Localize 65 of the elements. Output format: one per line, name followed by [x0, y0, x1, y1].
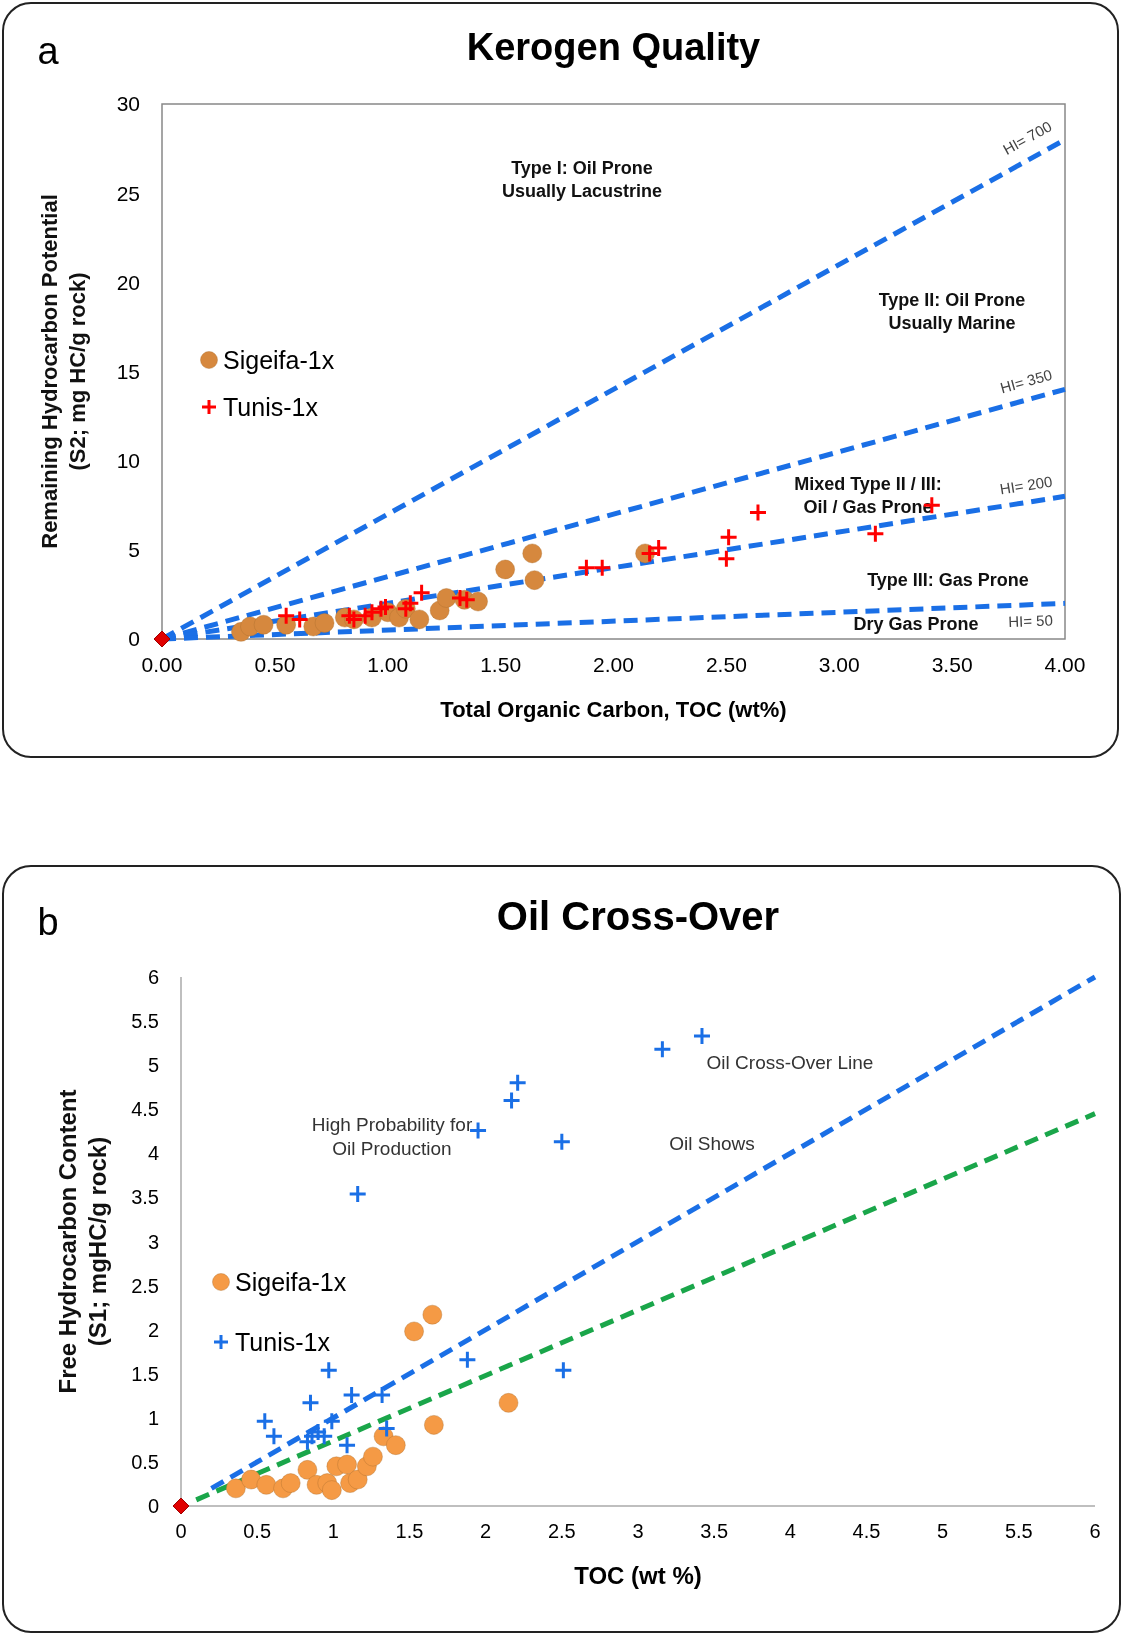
legend-label: Sigeifa-1x — [235, 1268, 347, 1296]
annotation: Type I: Oil Prone Usually Lacustrine — [501, 158, 663, 201]
y-axis-title: Free Hydrocarbon Content (S1; mgHC/g rock) — [54, 1089, 111, 1394]
chart-title: Oil Cross-Over — [496, 894, 780, 938]
x-tick-label: 0.00 — [141, 653, 183, 676]
x-tick-label: 4.00 — [1044, 653, 1086, 676]
y-tick-label: 6 — [147, 966, 159, 988]
text: HI= 350 — [998, 365, 1054, 397]
text: b — [37, 901, 59, 943]
y-axis-title: Remaining Hydrocarbon Potential (S2; mg HC/g rock) — [37, 194, 90, 549]
x-tick-label: 1.00 — [367, 653, 409, 676]
y-tick-label: 5 — [128, 538, 140, 562]
y-tick-label: 4.5 — [131, 1098, 159, 1121]
x-tick-label: 0.5 — [243, 1520, 272, 1542]
text: HI= 700 — [999, 117, 1055, 158]
y-tick-label: 20 — [116, 270, 140, 294]
legend-label: Tunis-1x — [235, 1328, 331, 1356]
y-tick-label: 2 — [147, 1318, 159, 1341]
x-tick-label: 4.5 — [852, 1520, 881, 1542]
annotation: Oil Cross-Over Line — [706, 1052, 874, 1073]
y-tick-label: 25 — [116, 181, 140, 205]
y-tick-label: 0.5 — [131, 1450, 159, 1473]
x-tick-label: 2.50 — [705, 653, 747, 676]
y-tick-label: 3 — [147, 1230, 159, 1253]
x-tick-label: 2.00 — [593, 653, 634, 676]
chart-title: Kerogen Quality — [466, 26, 761, 68]
y-tick-label: 2.5 — [131, 1274, 159, 1297]
y-tick-label: 0 — [128, 627, 140, 651]
series-label: HI= 50 — [1007, 611, 1054, 631]
legend-label: Tunis-1x — [223, 393, 319, 421]
y-tick-label: 1 — [147, 1406, 159, 1429]
x-tick-label: 0.50 — [254, 653, 296, 676]
x-tick-label: 6 — [1089, 1520, 1101, 1542]
y-tick-label: 4 — [147, 1142, 159, 1165]
x-axis-title: TOC (wt %) — [574, 1562, 702, 1589]
text: HI= 200 — [998, 472, 1054, 498]
y-tick-label: 0 — [147, 1495, 159, 1517]
x-tick-label: 3.50 — [931, 653, 973, 676]
x-tick-label: 0 — [175, 1520, 187, 1542]
x-tick-label: 5 — [937, 1520, 949, 1542]
x-tick-label: 2.5 — [547, 1520, 576, 1542]
x-axis-title: Total Organic Carbon, TOC (wt%) — [440, 697, 787, 722]
x-tick-label: 1.50 — [480, 653, 522, 676]
x-tick-label: 1 — [327, 1520, 339, 1542]
annotation: High Probability for Oil Production — [311, 1114, 473, 1159]
x-tick-label: 3.5 — [700, 1520, 729, 1542]
annotation: Type III: Gas Prone — [867, 570, 1029, 590]
y-tick-label: 30 — [116, 92, 140, 116]
y-tick-label: 5 — [147, 1054, 159, 1077]
y-tick-label: 5.5 — [131, 1010, 159, 1033]
x-tick-label: 4 — [784, 1520, 796, 1542]
x-tick-label: 5.5 — [1004, 1520, 1033, 1542]
x-tick-label: 1.5 — [395, 1520, 424, 1542]
annotation: Dry Gas Prone — [853, 614, 979, 634]
text: a — [37, 30, 60, 72]
annotation: Oil Shows — [669, 1133, 755, 1154]
y-tick-label: 1.5 — [131, 1362, 159, 1385]
x-tick-label: 2 — [480, 1520, 492, 1542]
legend-label: Sigeifa-1x — [223, 346, 335, 374]
x-tick-label: 3 — [632, 1520, 644, 1542]
y-tick-label: 10 — [116, 449, 140, 473]
annotation: Type II: Oil Prone Usually Marine — [878, 290, 1026, 333]
y-tick-label: 15 — [116, 359, 140, 383]
x-tick-label: 3.00 — [818, 653, 860, 676]
y-tick-label: 3.5 — [131, 1186, 159, 1209]
